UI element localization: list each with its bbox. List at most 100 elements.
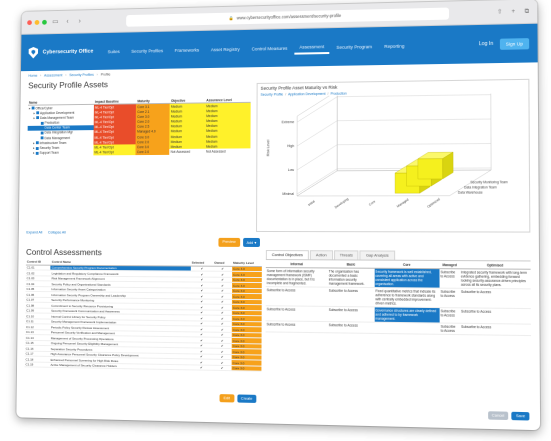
detail-tabs: Control Objectives Action Threats Gap Analy… <box>266 250 531 261</box>
share-icon[interactable]: ⇧ <box>496 8 504 16</box>
x-tick-label: Managed <box>396 197 410 208</box>
save-button[interactable]: Save <box>512 412 530 421</box>
shield-logo-icon <box>29 47 38 59</box>
objective-cell: Subscribe to Access <box>266 306 328 322</box>
asset-icon <box>36 112 39 115</box>
control-detail-panel: Control Objectives Action Threats Gap Analy… <box>266 250 531 336</box>
brand-name[interactable]: Cybersecurity Office <box>43 49 94 56</box>
new-tab-icon[interactable]: + <box>509 7 517 15</box>
add-button[interactable]: Add ▾ <box>243 238 261 247</box>
gridline <box>337 119 491 121</box>
tab-control-objectives[interactable]: Control Objectives <box>266 250 309 259</box>
x-tick-label: Core <box>368 199 376 207</box>
objective-cell: Subscribe to Access <box>460 323 531 335</box>
gridline <box>297 97 337 122</box>
asset-icon <box>36 117 39 120</box>
objective-cell: Some form of information security manage… <box>266 268 328 288</box>
create-button[interactable]: Create <box>237 394 256 403</box>
sidebar-icon[interactable]: ▭ <box>51 18 59 26</box>
preview-button[interactable]: Preview <box>218 238 239 247</box>
asset-icon <box>36 142 39 145</box>
x-tick-label: Developing <box>334 197 350 210</box>
series-label: Security Monitoring Team <box>470 180 508 184</box>
breadcrumb-separator: › <box>40 74 41 78</box>
axis-label: Risk Level <box>266 139 270 156</box>
series-label: Data Warehouse <box>458 190 483 194</box>
asset-impact: ML-4 Tier/Opt <box>93 150 136 155</box>
cancel-button[interactable]: Cancel <box>488 411 509 420</box>
selected-check-icon[interactable]: ✔ <box>190 365 213 371</box>
objective-cell: Subscribe to Access <box>439 269 460 289</box>
gridline <box>297 121 337 146</box>
menu-item-security-profiles[interactable]: Security Profiles <box>126 45 168 56</box>
asset-name: Data Management Team <box>40 115 74 119</box>
asset-name: Infrastructure Team <box>40 141 67 145</box>
breadcrumb-item[interactable]: Home <box>28 74 37 78</box>
profile-tree-table: Name Impact Baseline Maturity Objective Assu… <box>27 97 250 156</box>
tree-node[interactable]: ▸ Support Team <box>27 150 93 156</box>
control-id: C1.19 <box>25 362 50 368</box>
objective-cell: Subscribe to Access <box>460 308 531 324</box>
tab-action[interactable]: Action <box>310 250 333 259</box>
objective-row: Subscribe to Access Subscribe to Access Su… <box>266 321 531 336</box>
asset-icon <box>32 107 35 110</box>
objective-cell: Subscribe to Access <box>440 308 461 324</box>
back-icon[interactable]: ‹ <box>64 18 72 26</box>
owned-check-icon[interactable]: ✔ <box>213 365 232 371</box>
asset-name: Data Center Team <box>45 126 70 130</box>
objective-cell: Subscribe to Access <box>266 287 328 307</box>
breadcrumb-item: Profile <box>101 73 111 77</box>
asset-name: Production <box>45 121 60 125</box>
tabs-overview-icon[interactable]: ⧉ <box>523 7 531 15</box>
asset-name: Data Integration Mgr <box>44 131 72 135</box>
menu-item-reporting[interactable]: Reporting <box>379 40 409 52</box>
menu-item-control-measures[interactable]: Control Measures <box>247 42 293 54</box>
control-assessments-title: Control Assessments <box>26 247 102 257</box>
breadcrumb-item[interactable]: Assessment <box>44 73 62 77</box>
objective-cell: Fixed quantitative metrics that indicate… <box>374 288 439 308</box>
chart-back-wall <box>337 93 491 171</box>
objective-cell: Integrated security framework with long-… <box>460 269 531 289</box>
edit-button[interactable]: Edit <box>220 394 234 402</box>
forward-icon[interactable]: › <box>76 18 84 26</box>
objective-cell: Security framework is well established, … <box>374 268 439 288</box>
url-text: www.cybersecurityoffice.com/assessment/s… <box>237 13 342 20</box>
close-window-button[interactable] <box>27 20 32 25</box>
objective-cell: Subscribe to Access <box>328 306 375 322</box>
gridline <box>337 143 491 144</box>
tree-row[interactable]: ▸ Support Team ML-4 Tier/Opt Core 2.0 Not As… <box>27 149 250 156</box>
breadcrumb-item[interactable]: Security Profiles <box>69 73 94 77</box>
asset-icon <box>36 147 39 150</box>
control-name: Active Management of Security Clearance … <box>49 362 190 370</box>
objective-row: Some form of information security manage… <box>266 268 531 289</box>
asset-name: Office/Cyber <box>35 106 52 110</box>
chart-side-wall <box>297 93 337 196</box>
asset-icon <box>41 137 44 140</box>
control-assessments-table: Control ID Control Name Selected Owned Matur… <box>25 260 262 372</box>
bar-front <box>418 159 443 179</box>
objective-cell: Subscribe to Access <box>460 288 531 308</box>
collapse-all-link[interactable]: Collapse All <box>48 231 66 235</box>
menu-item-suites[interactable]: Suites <box>103 46 125 57</box>
tab-gap-analysis[interactable]: Gap Analysis <box>360 250 395 259</box>
series-label: Data Integration Team <box>464 185 497 189</box>
menu-item-security-program[interactable]: Security Program <box>331 41 377 53</box>
main-menu: Suites Security Profiles Frameworks Asset R… <box>103 39 410 58</box>
menu-item-asset-registry[interactable]: Asset Registry <box>206 43 245 55</box>
login-link[interactable]: Log In <box>479 41 493 47</box>
tab-threats[interactable]: Threats <box>334 250 359 259</box>
x-tick-label: Initial <box>307 199 316 207</box>
expand-all-link[interactable]: Expand All <box>26 230 42 234</box>
minimize-window-button[interactable] <box>35 20 40 25</box>
menu-item-frameworks[interactable]: Frameworks <box>170 44 204 55</box>
address-bar[interactable]: 🔒 www.cybersecurityoffice.com/assessment… <box>126 7 449 26</box>
menu-item-assessment[interactable]: Assessment <box>294 41 329 55</box>
asset-icon <box>41 121 44 124</box>
maturity-level: Core 3.0 <box>232 365 262 371</box>
maximize-window-button[interactable] <box>42 20 47 25</box>
asset-name: Data Management <box>44 136 70 140</box>
y-tick-label: Low <box>288 168 295 172</box>
objective-cell: Governance structures are clearly define… <box>374 307 439 323</box>
signup-button[interactable]: Sign Up <box>500 38 530 50</box>
objective-cell: Subscribe to Access <box>266 321 328 333</box>
